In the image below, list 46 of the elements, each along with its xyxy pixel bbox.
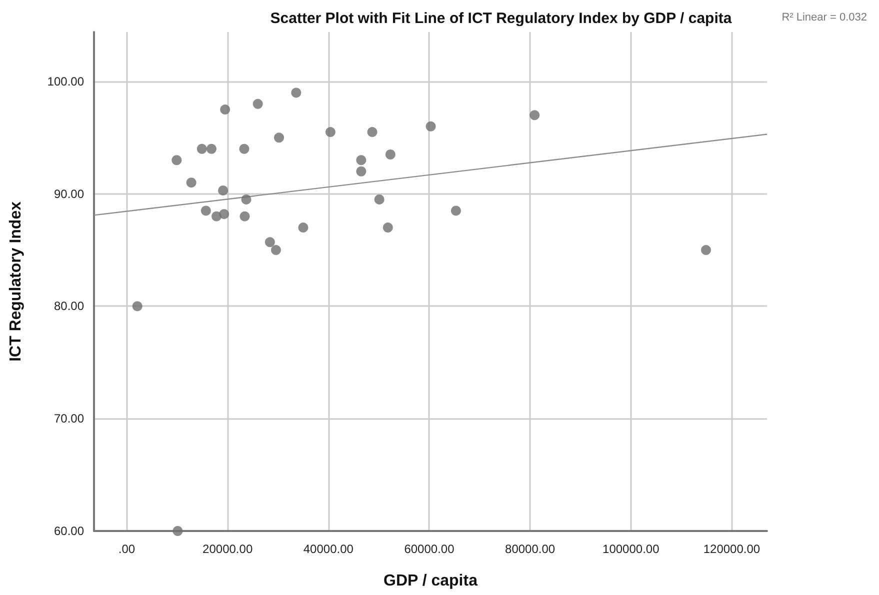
x-tick-label: 120000.00 xyxy=(703,542,760,556)
y-tick-label: 70.00 xyxy=(54,412,84,426)
x-tick-label: 40000.00 xyxy=(303,542,354,556)
x-tick-label: 100000.00 xyxy=(602,542,660,556)
point xyxy=(218,185,228,196)
x-tick-label: 60000.00 xyxy=(404,542,455,556)
x-axis-title: GDP / capita xyxy=(384,572,478,590)
point xyxy=(220,104,230,115)
chart-title: Scatter Plot with Fit Line of ICT Regulatory Index by GDP / capita xyxy=(270,10,732,27)
point xyxy=(252,98,263,109)
y-tick-label: 90.00 xyxy=(54,186,84,201)
point xyxy=(206,144,216,154)
point xyxy=(172,155,182,166)
y-tick-label: 100.00 xyxy=(47,74,84,88)
y-tick-label: 60.00 xyxy=(54,524,84,538)
point xyxy=(325,127,336,138)
x-tick-label: 80000.00 xyxy=(505,542,556,556)
y-tick-label: 80.00 xyxy=(54,299,84,314)
point xyxy=(132,301,142,312)
point xyxy=(271,245,281,256)
point xyxy=(219,209,230,220)
point xyxy=(200,206,211,216)
y-axis-title: ICT Regulatory Index xyxy=(8,201,24,362)
point xyxy=(450,206,461,216)
point xyxy=(240,211,250,222)
point xyxy=(196,144,207,154)
point xyxy=(385,150,396,160)
point xyxy=(530,110,540,120)
x-tick-label: .00 xyxy=(118,542,136,556)
point xyxy=(264,237,275,248)
point xyxy=(274,132,284,143)
point xyxy=(172,526,183,536)
point xyxy=(241,194,252,204)
point xyxy=(367,127,378,138)
point xyxy=(382,222,393,233)
point xyxy=(426,121,436,132)
point xyxy=(291,88,302,98)
point xyxy=(356,166,366,176)
point xyxy=(701,245,711,256)
point xyxy=(186,178,196,188)
x-tick-label: 20000.00 xyxy=(202,542,253,556)
point xyxy=(239,144,250,154)
point xyxy=(298,222,308,233)
text: R² Linear = 0.032 xyxy=(782,12,868,24)
point xyxy=(374,194,384,204)
point xyxy=(356,155,366,166)
